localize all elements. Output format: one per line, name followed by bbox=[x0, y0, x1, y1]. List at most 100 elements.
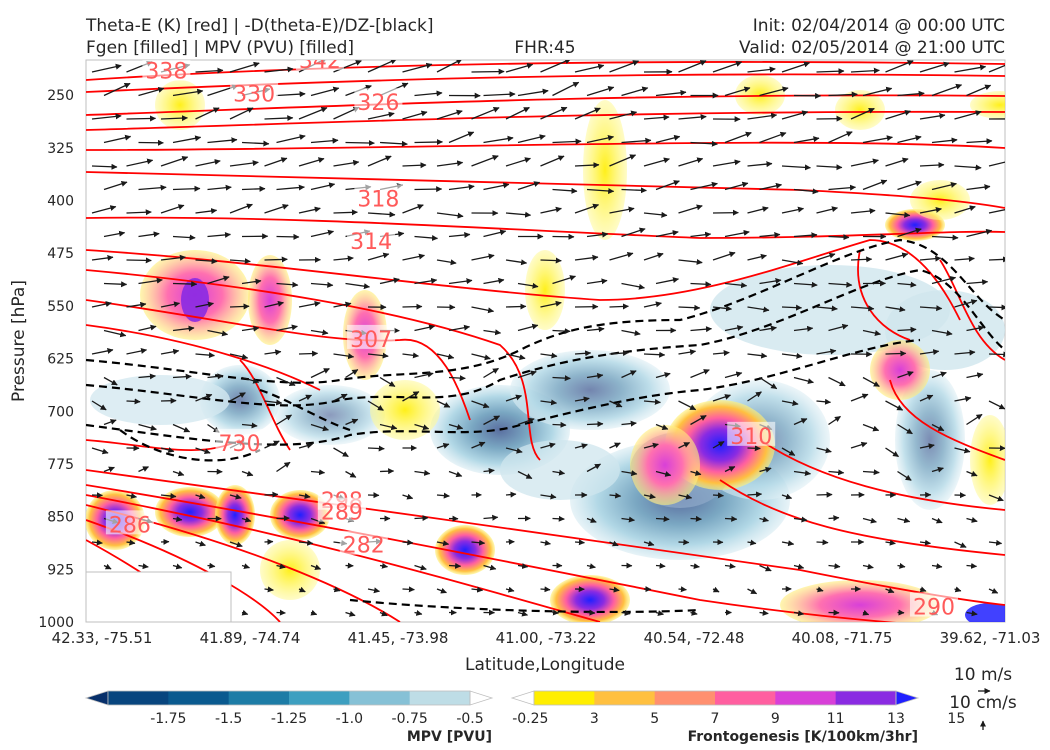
wind-vector bbox=[333, 209, 358, 216]
wind-vector bbox=[966, 562, 978, 569]
theta-e-label: 282 bbox=[343, 534, 385, 559]
wind-vector bbox=[195, 393, 213, 402]
wind-vector bbox=[471, 539, 486, 546]
fgen-colorbar: 3 5 7 9 11 13 15 bbox=[510, 690, 965, 727]
wind-vector bbox=[471, 155, 499, 167]
wind-vector bbox=[160, 204, 185, 214]
theta-e-label: 334 bbox=[1045, 55, 1050, 80]
wind-vector bbox=[609, 540, 619, 547]
wind-vector bbox=[793, 376, 814, 385]
wind-vector bbox=[897, 562, 906, 569]
wind-vector bbox=[655, 610, 664, 616]
wind-vector bbox=[897, 371, 914, 379]
colorbar-tick-label: 11 bbox=[827, 711, 845, 727]
wind-vector bbox=[448, 131, 475, 144]
wind-vector bbox=[966, 517, 978, 523]
wind-vector bbox=[379, 423, 398, 431]
wind-vector bbox=[793, 610, 805, 617]
wind-vector bbox=[781, 259, 804, 266]
wind-vector bbox=[310, 86, 340, 97]
wind-vector bbox=[655, 372, 671, 379]
wind-vector bbox=[483, 514, 499, 521]
wind-vector bbox=[552, 275, 576, 285]
wind-vector bbox=[621, 227, 646, 238]
wind-vector bbox=[160, 348, 180, 355]
wind-vector bbox=[897, 470, 912, 481]
wind-vector bbox=[207, 373, 224, 380]
wind-vector bbox=[195, 67, 224, 74]
title-left-line1: Theta-E (K) [red] | -D(theta-E)/DZ-[blac… bbox=[85, 16, 434, 36]
wind-vector bbox=[552, 515, 565, 522]
wind-vector bbox=[793, 470, 811, 477]
x-tick-label: 41.45, -73.98 bbox=[348, 629, 449, 647]
wind-vector bbox=[471, 353, 491, 361]
wind-vector bbox=[195, 352, 215, 359]
wind-vector bbox=[229, 258, 251, 265]
wind-vector bbox=[483, 135, 514, 144]
wind-vector bbox=[126, 398, 141, 405]
wind-vector bbox=[988, 64, 1005, 73]
wind-vector bbox=[91, 447, 109, 455]
wind-vector bbox=[126, 492, 137, 499]
wind-vector bbox=[126, 301, 147, 308]
wind-vector bbox=[505, 586, 515, 593]
wind-vector bbox=[966, 325, 985, 332]
colorbar-tick-label: -1.5 bbox=[215, 711, 242, 727]
colorbar-tick-label: 5 bbox=[650, 711, 659, 727]
wind-vector bbox=[850, 441, 868, 449]
wind-vector bbox=[103, 230, 126, 238]
wind-vector bbox=[897, 90, 925, 97]
wind-vector bbox=[643, 351, 666, 358]
wind-vector bbox=[574, 162, 600, 169]
wind-vector bbox=[931, 181, 957, 191]
wind-vector bbox=[414, 564, 427, 571]
theta-e-label-bg bbox=[354, 184, 403, 209]
wind-vector bbox=[207, 275, 230, 285]
wind-vector bbox=[229, 107, 254, 120]
wind-vector bbox=[483, 415, 500, 426]
x-tick-label: 41.89, -74.74 bbox=[200, 629, 301, 647]
wind-vector bbox=[885, 109, 911, 120]
wind-vector bbox=[298, 442, 313, 449]
wind-vector bbox=[724, 86, 751, 97]
wind-vector bbox=[298, 394, 312, 402]
wind-vector bbox=[505, 353, 526, 361]
wind-vector bbox=[988, 304, 1005, 311]
wind-vector bbox=[609, 251, 634, 261]
wind-vector bbox=[310, 368, 330, 379]
wind-vector bbox=[160, 493, 177, 499]
wind-vector bbox=[609, 586, 620, 593]
wind-vector bbox=[276, 461, 291, 473]
wind-vector bbox=[517, 134, 546, 144]
mpv-colorbar: -1.75 -1.5 -1.25 -1.0 -0.75 -0.5 -0.25 bbox=[84, 690, 548, 727]
vector-key-w-label: 10 cm/s bbox=[949, 693, 1017, 713]
vector-key-u-label: 10 m/s bbox=[954, 665, 1012, 685]
wind-vector bbox=[828, 131, 853, 144]
wind-vector bbox=[897, 517, 911, 524]
wind-vector bbox=[747, 253, 767, 261]
colorbar-extend-right bbox=[469, 690, 494, 706]
colorbar-extend-left bbox=[84, 690, 109, 706]
wind-vector bbox=[379, 468, 395, 475]
plot-content: 3383423303263343183223143223283073103022… bbox=[86, 55, 1050, 622]
wind-vector bbox=[103, 329, 127, 338]
colorbar-segment bbox=[534, 691, 595, 705]
wind-vector bbox=[126, 348, 148, 355]
y-tick-label: 925 bbox=[47, 562, 74, 578]
wind-vector bbox=[103, 180, 128, 191]
theta-e-label-bg bbox=[230, 79, 279, 104]
wind-vector bbox=[816, 348, 837, 355]
wind-vector bbox=[552, 138, 582, 145]
wind-vector bbox=[816, 206, 838, 214]
wind-vector bbox=[264, 586, 274, 593]
wind-vector bbox=[919, 112, 946, 120]
wind-vector bbox=[276, 281, 299, 288]
wind-vector bbox=[103, 376, 118, 386]
wind-vector bbox=[574, 396, 590, 403]
wind-vector bbox=[759, 564, 772, 572]
colorbar-segment bbox=[835, 691, 897, 705]
wind-vector bbox=[850, 158, 879, 167]
theta-e-label-bg bbox=[339, 530, 388, 555]
wind-vector bbox=[954, 447, 971, 454]
